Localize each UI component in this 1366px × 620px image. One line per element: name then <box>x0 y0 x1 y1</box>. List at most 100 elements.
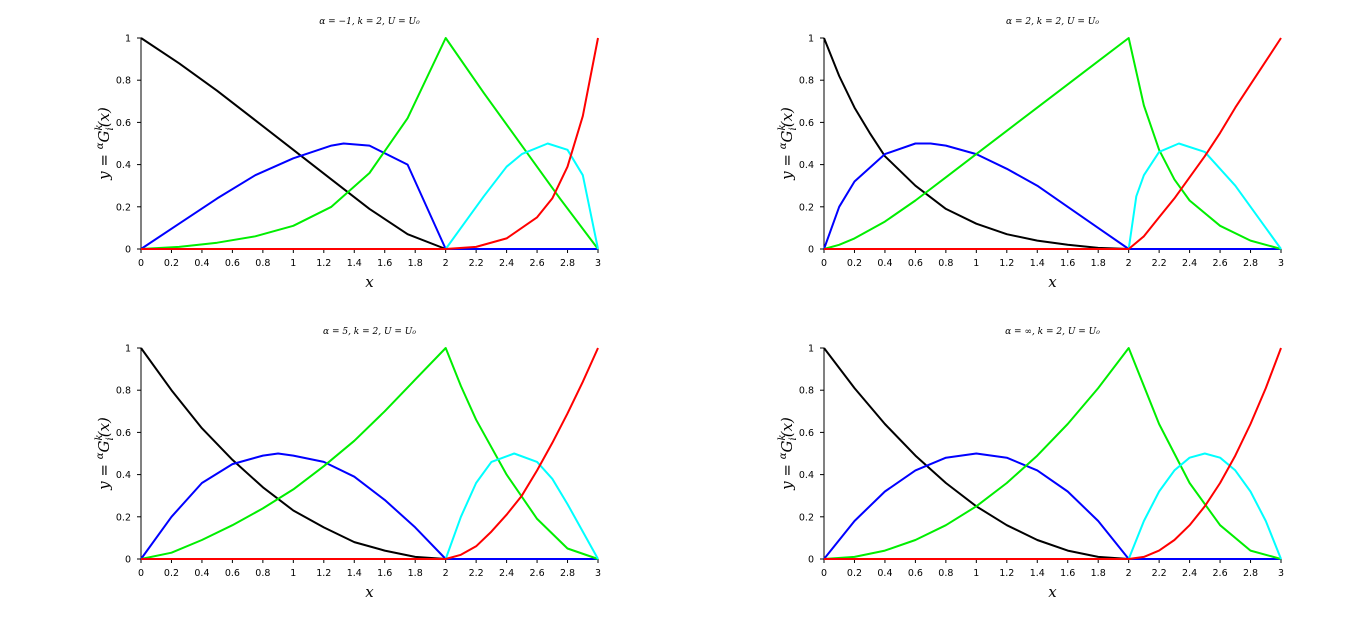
y-axis-label-part: k <box>94 434 105 440</box>
x-tick-label: 1 <box>290 258 296 269</box>
y-axis-label: y = αGki(x) <box>777 107 799 181</box>
y-axis-label-part: G <box>95 441 113 453</box>
y-axis-label: y = αGki(x) <box>94 417 116 491</box>
y-axis-label-part: G <box>778 441 796 453</box>
x-tick-label: 1.6 <box>377 568 392 579</box>
series-line-5 <box>824 347 1282 560</box>
x-tick-label: 2 <box>1126 568 1132 579</box>
x-tick-label: 2.4 <box>499 258 514 269</box>
x-tick-label: 2.2 <box>1152 258 1167 269</box>
x-tick-label: 2.4 <box>499 568 514 579</box>
x-tick-label: 1.2 <box>999 258 1014 269</box>
x-tick-label: 2 <box>443 568 449 579</box>
chart-title: α = 5, k = 2, U = U₀ <box>323 327 416 337</box>
x-axis-label: x <box>365 273 374 291</box>
y-tick-label: 0.8 <box>799 76 814 87</box>
y-axis-label-part: α <box>95 452 106 459</box>
y-axis-label-part: (x) <box>95 107 113 127</box>
chart-panel-1: α = −1, k = 2, U = U₀ 0 0.2 0.4 0.6 0.8 1 1.2 1.… <box>94 17 601 291</box>
x-tick-label: 3 <box>595 258 601 269</box>
x-tick-label: 2.2 <box>1152 568 1167 579</box>
x-tick-label: 2 <box>443 258 449 269</box>
x-tick-label: 3 <box>1278 258 1284 269</box>
y-tick-label: 0.4 <box>799 470 814 481</box>
chart-title: α = 2, k = 2, U = U₀ <box>1006 17 1099 27</box>
x-tick-label: 1.8 <box>1091 568 1106 579</box>
x-tick-label: 3 <box>595 568 601 579</box>
series-line-1 <box>140 347 598 560</box>
y-tick-label: 1 <box>808 344 814 355</box>
x-tick-label: 1.6 <box>1060 568 1075 579</box>
series-line-5 <box>141 347 599 560</box>
y-tick-label: 0.2 <box>116 512 131 523</box>
series-line-5 <box>141 37 599 250</box>
series-line-3 <box>823 37 1282 250</box>
y-tick-label: 1 <box>808 34 814 45</box>
series-line-2 <box>140 452 598 560</box>
y-axis-label: y = αGki(x) <box>94 107 116 181</box>
chart-title: α = ∞, k = 2, U = U₀ <box>1005 327 1100 337</box>
chart-panel-4: α = ∞, k = 2, U = U₀ 0 0.2 0.4 0.6 0.8 1 1.2 1.4… <box>777 327 1284 601</box>
y-tick-label: 0.6 <box>116 118 131 129</box>
x-tick-label: 2.4 <box>1182 568 1197 579</box>
x-tick-label: 1.6 <box>377 258 392 269</box>
y-axis-label-part: i <box>105 437 116 440</box>
y-tick-label: 0.2 <box>116 202 131 213</box>
y-axis-label-part: G <box>778 131 796 143</box>
y-tick-label: 0.6 <box>799 118 814 129</box>
series-line-3 <box>140 347 599 560</box>
x-tick-label: 2.8 <box>1243 568 1258 579</box>
x-tick-label: 2.8 <box>560 258 575 269</box>
y-axis-label-part: k <box>777 434 788 440</box>
chart-panel-2: α = 2, k = 2, U = U₀ 0 0.2 0.4 0.6 0.8 1 1.2 1.4… <box>777 17 1284 291</box>
x-axis-label: x <box>1048 583 1057 601</box>
y-tick-label: 0.8 <box>116 386 131 397</box>
x-tick-label: 0.4 <box>877 258 892 269</box>
y-axis-label-part: y = <box>778 149 796 181</box>
x-tick-label: 1.8 <box>408 258 423 269</box>
x-tick-label: 0.8 <box>938 258 953 269</box>
y-axis-label-part: i <box>788 437 799 440</box>
y-axis-label-part: y = <box>95 149 113 181</box>
chart-panel-3: α = 5, k = 2, U = U₀ 0 0.2 0.4 0.6 0.8 1 1.2 1.4… <box>94 327 601 601</box>
y-tick-label: 0.4 <box>116 470 131 481</box>
x-tick-label: 1.8 <box>1091 258 1106 269</box>
x-tick-label: 2.6 <box>1213 568 1228 579</box>
x-tick-label: 2.2 <box>469 258 484 269</box>
x-tick-label: 2.4 <box>1182 258 1197 269</box>
x-tick-label: 0.6 <box>225 568 240 579</box>
x-tick-label: 0 <box>821 568 827 579</box>
y-axis-label-part: i <box>788 127 799 130</box>
series-line-5 <box>824 37 1282 250</box>
y-axis-label-part: G <box>95 131 113 143</box>
x-tick-label: 0.6 <box>225 258 240 269</box>
x-tick-label: 1.2 <box>316 568 331 579</box>
x-tick-label: 3 <box>1278 568 1284 579</box>
y-tick-label: 0.6 <box>799 428 814 439</box>
x-tick-label: 0.8 <box>255 568 270 579</box>
x-tick-label: 2.8 <box>560 568 575 579</box>
y-tick-label: 0 <box>808 555 814 566</box>
y-tick-label: 0.4 <box>116 160 131 171</box>
x-tick-label: 0.2 <box>847 258 862 269</box>
x-tick-label: 0 <box>821 258 827 269</box>
x-tick-label: 2.6 <box>530 568 545 579</box>
y-axis-label-part: α <box>778 142 789 149</box>
series-line-2 <box>140 142 598 250</box>
y-tick-label: 0 <box>125 245 131 256</box>
x-tick-label: 0.4 <box>194 258 209 269</box>
x-tick-label: 2.6 <box>530 258 545 269</box>
y-axis-label-part: k <box>94 124 105 130</box>
series-line-1 <box>823 347 1281 560</box>
x-tick-label: 1.4 <box>1030 568 1045 579</box>
series-line-3 <box>823 347 1282 560</box>
x-tick-label: 0.4 <box>194 568 209 579</box>
x-tick-label: 0.4 <box>877 568 892 579</box>
series-line-1 <box>140 37 598 250</box>
y-axis-label-part: (x) <box>778 107 796 127</box>
y-axis-label-part: i <box>105 127 116 130</box>
x-tick-label: 0.6 <box>908 568 923 579</box>
y-tick-label: 0.6 <box>116 428 131 439</box>
x-tick-label: 1 <box>973 568 979 579</box>
